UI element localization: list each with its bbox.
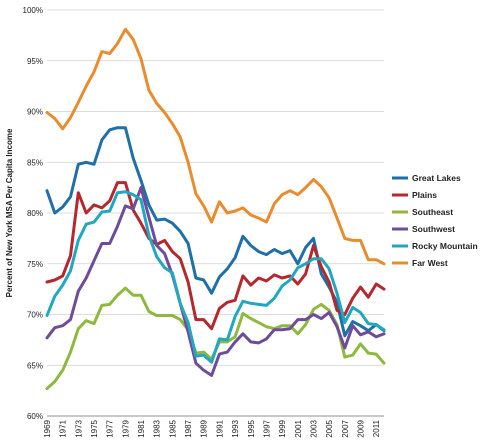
y-tick-label: 65%	[27, 361, 43, 370]
legend: Great Lakes Plains Southeast Southwest Rocky…	[392, 173, 478, 268]
y-tick-label: 100%	[23, 6, 43, 15]
series-line-great-lakes	[45, 126, 386, 338]
x-tick-label: 2001	[294, 419, 303, 437]
x-tick-label: 1979	[121, 419, 130, 437]
y-tick-label: 85%	[27, 158, 43, 167]
y-tick-label: 80%	[27, 209, 43, 218]
x-tick-label: 1975	[90, 419, 99, 437]
x-tick-label: 1983	[153, 419, 162, 437]
x-tick-label: 1997	[262, 419, 271, 437]
x-tick-labels: 1969 1971 1973 1975 1977 1979 1981 1983 1985 1987…	[43, 419, 381, 437]
x-tick-label: 1999	[278, 419, 287, 437]
x-tick-label: 1995	[247, 419, 256, 437]
series-line-rocky-mountain	[45, 190, 386, 364]
x-tick-label: 2003	[309, 419, 318, 437]
y-tick-label: 95%	[27, 57, 43, 66]
y-tick-label: 70%	[27, 311, 43, 320]
series-lines	[45, 27, 386, 391]
x-tick-label: 1985	[168, 419, 177, 437]
legend-label: Far West	[412, 258, 448, 268]
legend-label: Great Lakes	[412, 173, 461, 183]
legend-label: Southwest	[412, 224, 455, 234]
series-line-southwest	[45, 186, 386, 377]
legend-label: Plains	[412, 190, 437, 200]
x-tick-label: 1991	[215, 419, 224, 437]
y-tick-label: 75%	[27, 260, 43, 269]
x-tick-label: 1971	[59, 419, 68, 437]
x-tick-label: 1987	[184, 419, 193, 437]
x-tick-label: 1969	[43, 419, 52, 437]
y-tick-labels: 60% 65% 70% 75% 80% 85% 90% 95% 100%	[23, 6, 43, 421]
x-tick-label: 2007	[341, 419, 350, 437]
x-tick-label: 1977	[106, 419, 115, 437]
y-tick-label: 60%	[27, 412, 43, 421]
series-line-far-west	[45, 27, 386, 266]
x-tick-label: 1981	[137, 419, 146, 437]
x-tick-label: 2005	[325, 419, 334, 437]
y-axis-title: Percent of New York MSA Per Capita Incom…	[5, 128, 14, 297]
x-tick-label: 1973	[74, 419, 83, 437]
x-tick-label: 2009	[356, 419, 365, 437]
legend-label: Southeast	[412, 207, 453, 217]
x-tick-label: 2011	[372, 419, 381, 437]
series-line-plains	[45, 181, 386, 331]
y-tick-label: 90%	[27, 108, 43, 117]
legend-label: Rocky Mountain	[412, 241, 478, 251]
x-tick-label: 1993	[231, 419, 240, 437]
x-tick-label: 1989	[200, 419, 209, 437]
